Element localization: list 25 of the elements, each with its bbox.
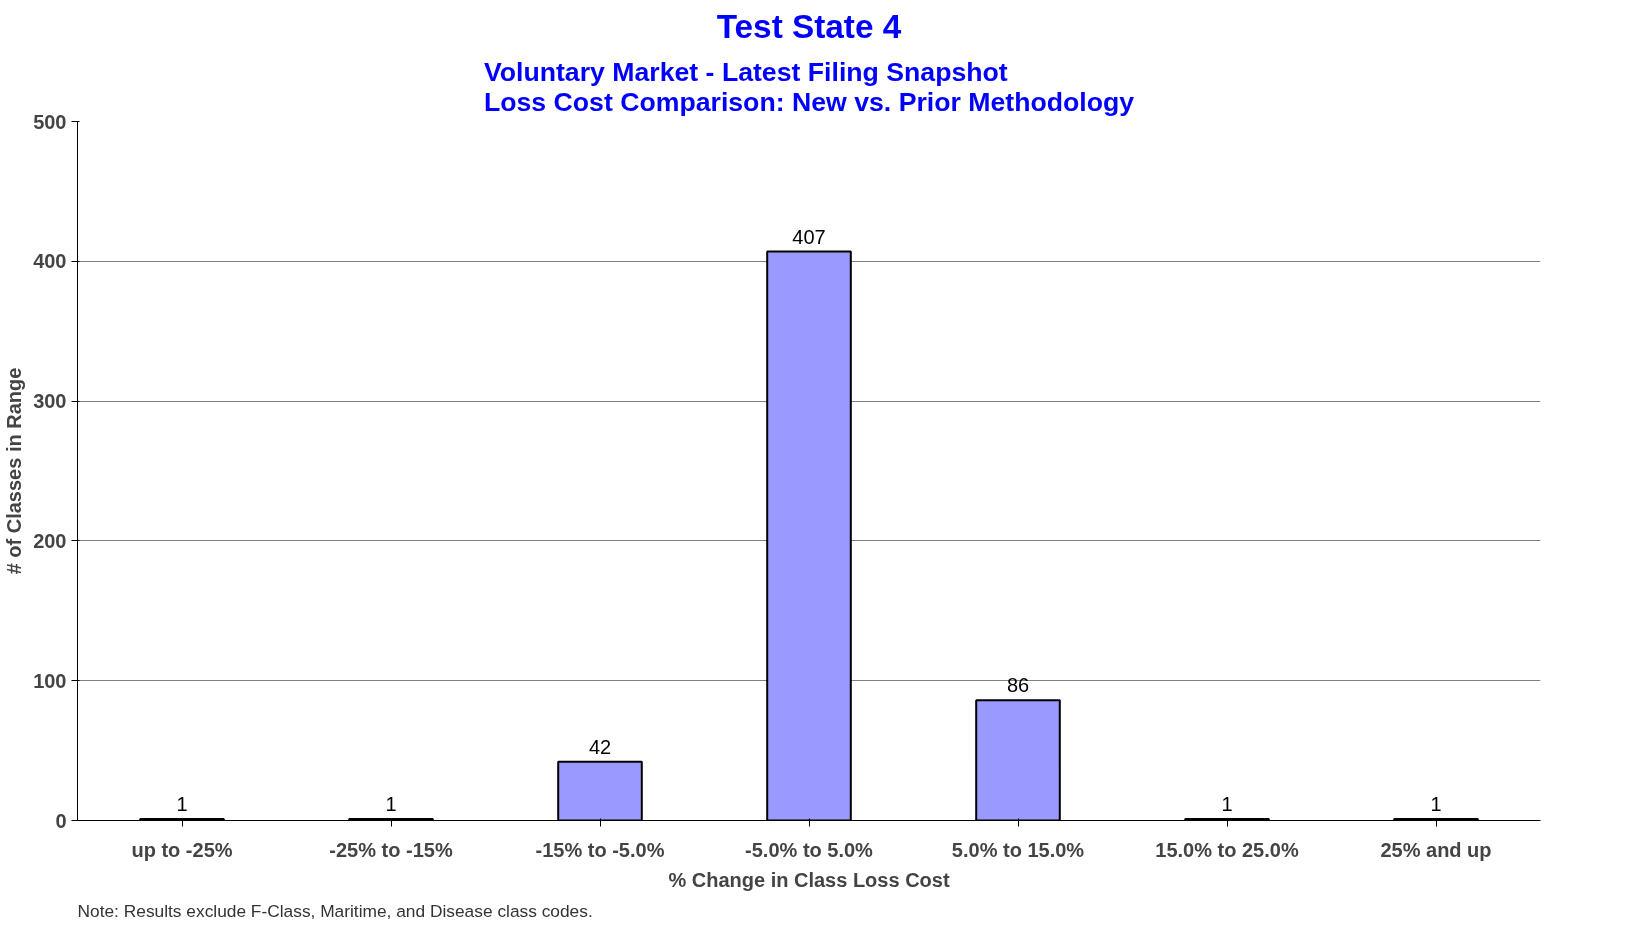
x-tick-label: 15.0% to 25.0% [1155, 838, 1299, 861]
y-tick-label: 100 [33, 669, 67, 692]
data-label: 1 [1221, 793, 1233, 816]
data-label: 1 [385, 793, 397, 816]
y-tick-label: 400 [33, 250, 67, 273]
x-tick-label: -15% to -5.0% [535, 838, 665, 861]
y-tick-label: 300 [33, 390, 67, 413]
x-tick-label: -25% to -15% [329, 838, 453, 861]
x-tick-label: -5.0% to 5.0% [745, 838, 874, 861]
text: Note: Results exclude F-Class, Maritime, and Disease class codes. [77, 900, 593, 921]
x-axis-title: % Change in Class Loss Cost [668, 868, 950, 891]
x-tick-label: 5.0% to 15.0% [951, 838, 1085, 861]
chart-subtitle: Voluntary Market - Latest Filing Snapshot Loss Cost Comparison: New vs. Prior Methodology [483, 56, 1135, 117]
data-label: 42 [588, 735, 612, 758]
data-label: 1 [1430, 793, 1442, 816]
x-tick-label: 25% and up [1380, 838, 1492, 861]
y-axis-title: # of Classes in Range [3, 367, 26, 575]
chart-title: Test State 4 [716, 7, 902, 45]
y-tick-label: 0 [55, 809, 67, 832]
y-tick-label: 500 [33, 110, 67, 133]
data-label: 1 [176, 793, 188, 816]
x-tick-label: up to -25% [131, 838, 233, 861]
y-tick-label: 200 [33, 529, 67, 552]
data-label: 407 [792, 225, 826, 248]
data-label: 86 [1006, 674, 1030, 697]
